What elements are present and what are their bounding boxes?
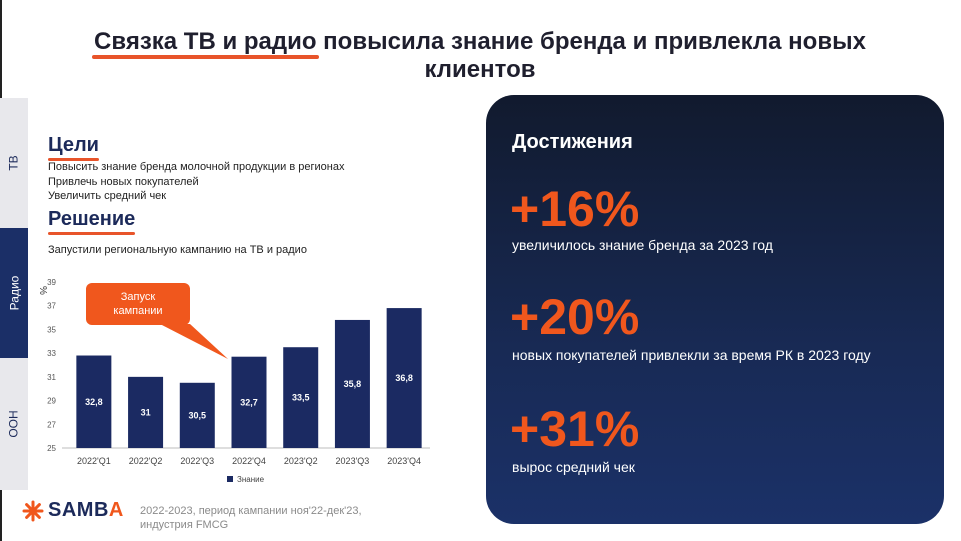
y-tick-label: 31 [47, 373, 56, 382]
goal-item: Привлечь новых покупателей [48, 175, 199, 188]
goals-heading-text: Цели [48, 134, 99, 156]
footnote-line-2: индустрия FMCG [140, 519, 229, 531]
x-tick-label: 2023'Q4 [387, 456, 421, 466]
sunburst-icon [22, 500, 44, 521]
x-tick-label: 2022'Q1 [77, 456, 111, 466]
x-tick-label: 2023'Q2 [284, 456, 318, 466]
tab-radio[interactable]: Радио [0, 228, 28, 358]
y-tick-label: 25 [47, 444, 56, 453]
x-tick-label: 2022'Q3 [180, 456, 214, 466]
y-tick-label: 29 [47, 397, 56, 406]
bar-value-label: 36,8 [395, 373, 413, 383]
solution-underline [48, 232, 136, 235]
goal-item: Повысить знание бренда молочной продукци… [48, 161, 345, 173]
bar-value-label: 31 [141, 407, 151, 417]
bar-value-label: 35,8 [344, 379, 362, 389]
y-tick-label: 33 [47, 349, 56, 358]
x-tick-label: 2022'Q2 [129, 456, 163, 466]
legend-swatch [227, 476, 233, 482]
callout-pointer [160, 324, 228, 359]
y-tick-label: 35 [47, 325, 56, 334]
callout-line-2: кампании [113, 305, 163, 317]
tab-radio-label: Радио [7, 275, 22, 311]
goal-item: Увеличить средний чек [48, 190, 167, 202]
samba-logo: SAMBA [22, 499, 124, 522]
bar [179, 382, 215, 448]
bar-value-label: 30,5 [189, 410, 207, 420]
solution-heading: Решение [48, 208, 136, 235]
bar [128, 376, 164, 448]
tab-ooh-label: OOH [7, 410, 21, 438]
bar [231, 356, 267, 448]
bar-value-label: 32,8 [85, 397, 103, 407]
footnote: 2022-2023, период кампании ноя'22-дек'23… [140, 504, 390, 532]
callout-line-1: Запуск [120, 291, 156, 303]
bar [386, 308, 422, 448]
campaign-launch-callout: Запуск кампании [86, 283, 190, 325]
logo-wordmark: SAMBA [48, 499, 124, 522]
y-tick-label: 39 [47, 278, 56, 287]
stat-desc-new-buyers: новых покупателей привлекли за время РК … [512, 347, 871, 363]
stat-desc-awareness: увеличилось знание бренда за 2023 год [512, 237, 773, 253]
solution-text: Запустили региональную кампанию на ТВ и … [48, 244, 307, 256]
bar [76, 355, 112, 448]
goals-list: Повысить знание бренда молочной продукци… [48, 160, 344, 204]
stat-value-new-buyers: +20% [510, 289, 640, 345]
achievements-panel: Достижения +16% увеличилось знание бренд… [486, 95, 944, 524]
goals-underline [48, 158, 99, 161]
stat-desc-avg-check: вырос средний чек [512, 459, 635, 475]
stat-value-avg-check: +31% [510, 401, 640, 457]
x-tick-label: 2023'Q3 [336, 456, 370, 466]
logo-main: SAMB [48, 499, 109, 521]
title-rest: повысила знание бренда и привлекла новых… [316, 28, 866, 83]
channel-tabs: ТВ Радио OOH [0, 98, 28, 490]
achievements-heading: Достижения [512, 131, 633, 153]
x-tick-label: 2022'Q4 [232, 456, 266, 466]
title-highlight: Связка ТВ и радио [92, 28, 319, 59]
tab-tv[interactable]: ТВ [0, 98, 28, 228]
logo-accent: A [108, 499, 124, 521]
y-axis-unit-label: % [37, 286, 48, 295]
y-tick-label: 37 [47, 302, 56, 311]
bar-value-label: 33,5 [292, 393, 310, 403]
stat-value-awareness: +16% [510, 181, 640, 237]
slide-title: Связка ТВ и радио повысила знание бренда… [60, 28, 900, 84]
tab-ooh[interactable]: OOH [0, 358, 28, 490]
legend-label: Знание [237, 475, 265, 484]
tab-tv-label: ТВ [7, 155, 21, 171]
solution-heading-text: Решение [48, 208, 136, 230]
footnote-line-1: 2022-2023, период кампании ноя'22-дек'23… [140, 505, 362, 517]
y-tick-label: 27 [47, 420, 56, 429]
goals-heading: Цели [48, 134, 99, 161]
bar [283, 347, 319, 448]
bar-value-label: 32,7 [240, 397, 258, 407]
bar [334, 319, 370, 448]
brand-awareness-bar-chart: % 25 27 29 31 33 35 37 39 32,8 2022'Q1 31 2022'Q2 30,… [37, 278, 430, 484]
